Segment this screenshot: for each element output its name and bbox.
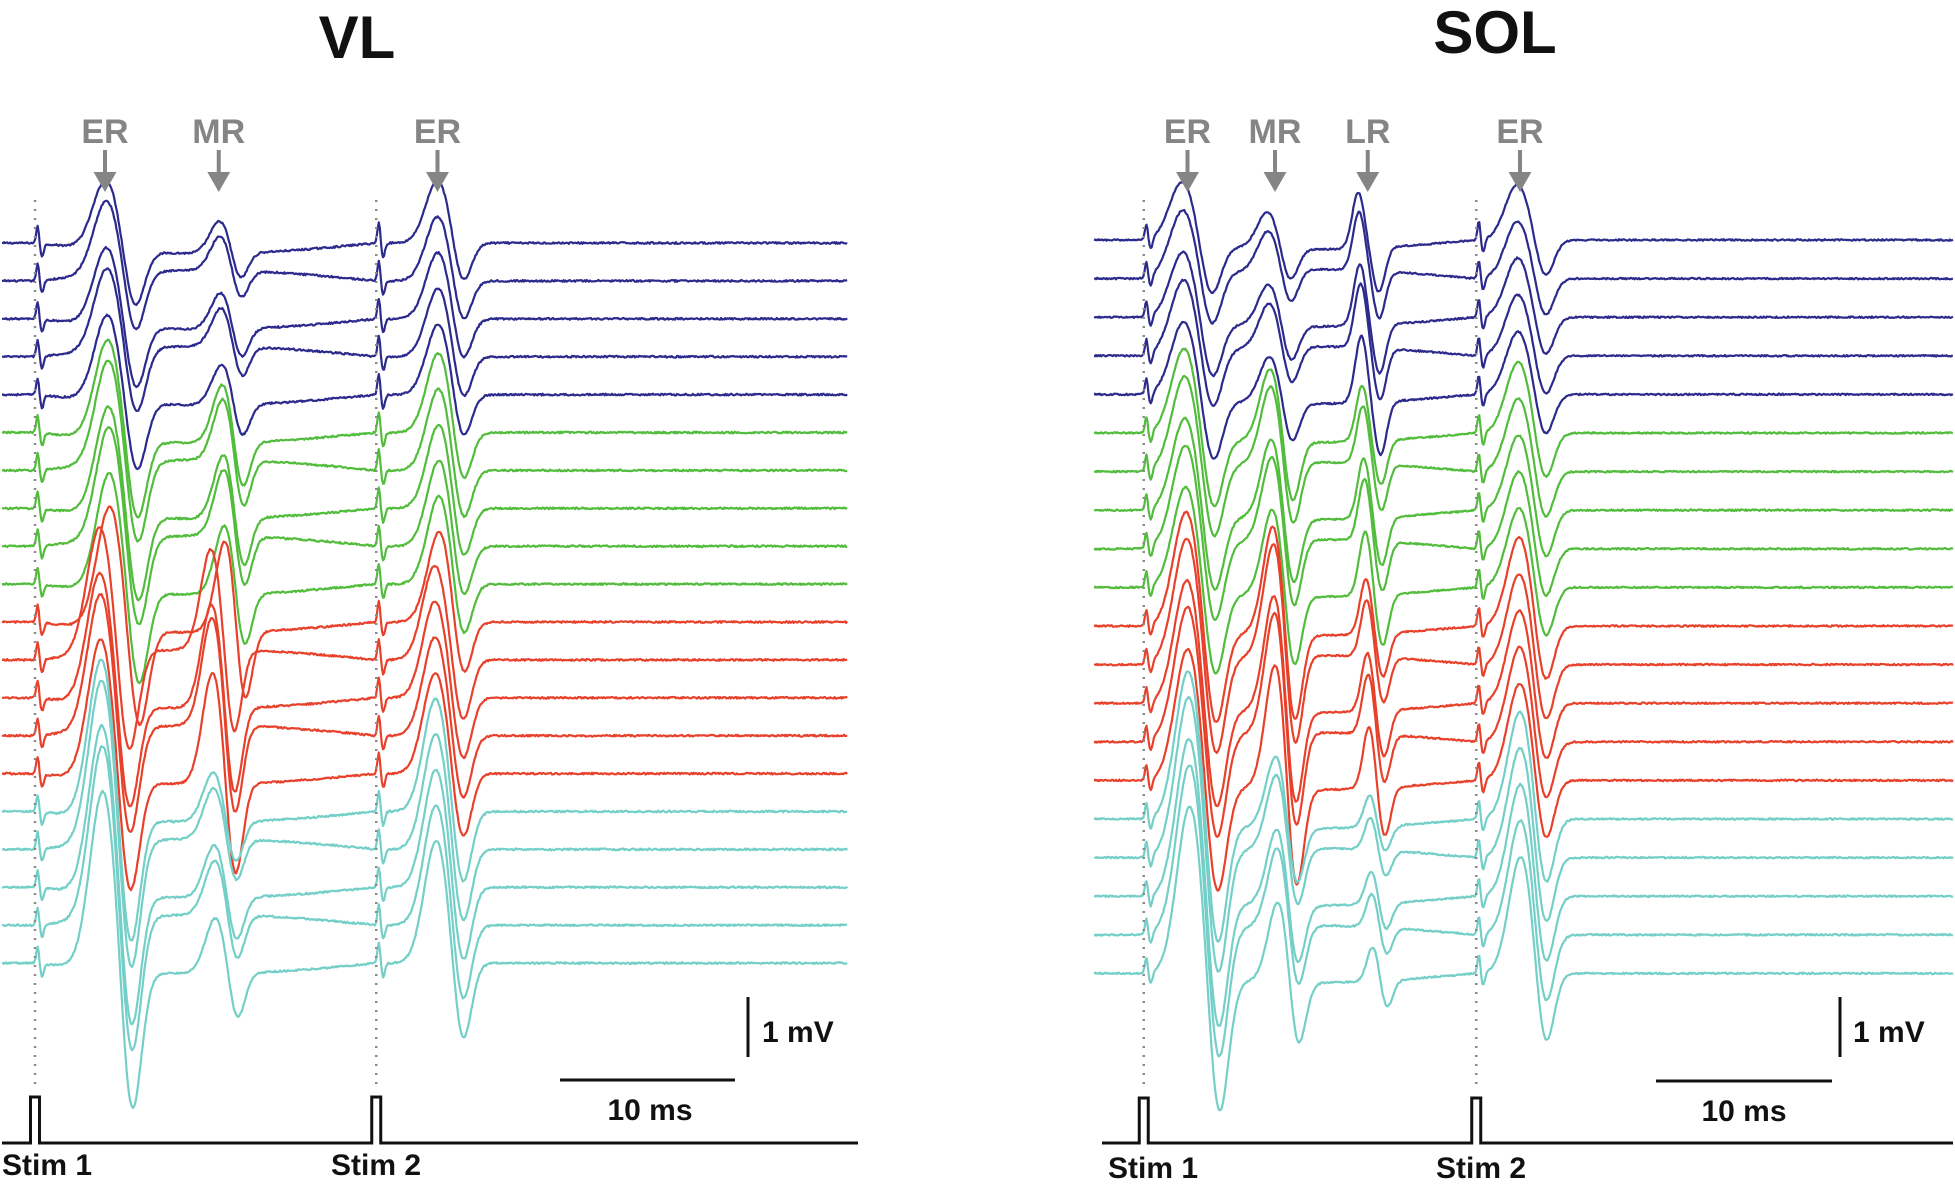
- vl-annotation-label-3: ER: [414, 113, 461, 151]
- sol-trace-1-1: [1093, 180, 1954, 295]
- vl-trace-3-4: [2, 593, 848, 833]
- vl-annotation-arrow-2: [207, 150, 231, 193]
- sol-panel: SOL ER MR LR ER Stim 1 Stim 2 1 mV 10 ms: [1093, 0, 1954, 1185]
- sol-trace-3-1: [1093, 510, 1954, 723]
- vl-annotation-label-1: ER: [81, 113, 128, 151]
- sol-stim-line: [1102, 200, 1953, 1145]
- vl-trace-2-3: [2, 405, 848, 602]
- sol-trace-4-5: [1093, 805, 1954, 1112]
- sol-trace-2-5: [1093, 485, 1954, 675]
- vl-trace-4-3: [2, 723, 848, 1026]
- sol-trace-1-5: [1093, 320, 1954, 460]
- vl-annotation-label-2: MR: [192, 113, 245, 151]
- sol-trace-3-5: [1093, 647, 1954, 892]
- vl-trace-1-2: [2, 199, 848, 331]
- sol-trace-4-1: [1093, 670, 1954, 943]
- vl-annotation-arrow-3: [426, 150, 449, 193]
- sol-annotation-arrow-2: [1263, 150, 1287, 193]
- sol-annotation-label-3: LR: [1345, 113, 1390, 151]
- vl-trace-1-4: [2, 267, 848, 412]
- vl-traces: [2, 178, 849, 1109]
- sol-annotation-arrow-4: [1508, 150, 1532, 193]
- vl-stim-line: [2, 200, 858, 1145]
- vl-title: VL: [319, 4, 396, 71]
- vl-trace-1-5: [2, 313, 848, 471]
- vl-trace-3-2: [2, 526, 848, 750]
- sol-annotation-label-1: ER: [1164, 113, 1211, 151]
- sol-trace-3-3: [1093, 578, 1954, 808]
- vl-annotations: ER MR ER: [81, 113, 461, 193]
- vl-annotation-arrow-1: [93, 150, 117, 193]
- vl-time-scale-label: 10 ms: [607, 1094, 692, 1127]
- sol-stim-pulse-trace: [1102, 1096, 1953, 1145]
- sol-annotation-arrow-1: [1176, 150, 1199, 193]
- sol-trace-2-1: [1093, 347, 1953, 508]
- sol-title: SOL: [1433, 0, 1556, 66]
- sol-trace-2-4: [1093, 444, 1954, 621]
- sol-traces: [1093, 180, 1954, 1112]
- vl-stim-pulse-trace: [2, 1095, 858, 1145]
- sol-trace-2-2: [1093, 374, 1954, 538]
- vl-trace-3-5: [2, 638, 848, 892]
- vl-trace-4-4: [2, 745, 848, 1052]
- vl-trace-2-2: [2, 359, 848, 543]
- sol-time-scale-label: 10 ms: [1701, 1095, 1786, 1128]
- sol-annotation-label-2: MR: [1249, 113, 1302, 151]
- sol-trace-3-2: [1093, 537, 1954, 754]
- vl-stim-2-label: Stim 2: [331, 1149, 421, 1182]
- vl-amplitude-scale-label: 1 mV: [762, 1016, 834, 1049]
- sol-trace-4-2: [1093, 695, 1954, 973]
- sol-trace-4-3: [1093, 738, 1954, 1028]
- sol-trace-4-4: [1093, 764, 1954, 1058]
- sol-trace-3-4: [1093, 605, 1954, 838]
- vl-trace-1-3: [2, 246, 848, 389]
- sol-annotation-label-4: ER: [1496, 113, 1543, 151]
- sol-annotation-arrow-3: [1356, 150, 1380, 193]
- vl-trace-3-3: [2, 571, 848, 808]
- vl-trace-4-5: [2, 789, 848, 1109]
- sol-trace-2-3: [1093, 416, 1953, 591]
- vl-trace-4-1: [2, 658, 848, 942]
- vl-trace-2-5: [2, 472, 848, 685]
- vl-trace-3-1: [2, 505, 849, 727]
- sol-stim-2-label: Stim 2: [1436, 1152, 1526, 1185]
- vl-trace-1-1: [2, 178, 848, 307]
- vl-trace-2-4: [2, 426, 848, 626]
- vl-stim-1-label: Stim 1: [2, 1149, 92, 1182]
- vl-trace-2-1: [2, 338, 848, 519]
- sol-stim-1-label: Stim 1: [1108, 1152, 1198, 1185]
- sol-amplitude-scale-label: 1 mV: [1853, 1016, 1925, 1049]
- vl-trace-4-2: [2, 679, 849, 968]
- sol-annotations: ER MR LR ER: [1164, 113, 1544, 193]
- sol-trace-1-2: [1093, 208, 1953, 325]
- vl-panel: VL ER MR ER Stim 1 Stim 2 1 mV 10 ms: [2, 4, 858, 1182]
- sol-trace-1-3: [1093, 250, 1954, 378]
- sol-trace-1-4: [1093, 278, 1953, 408]
